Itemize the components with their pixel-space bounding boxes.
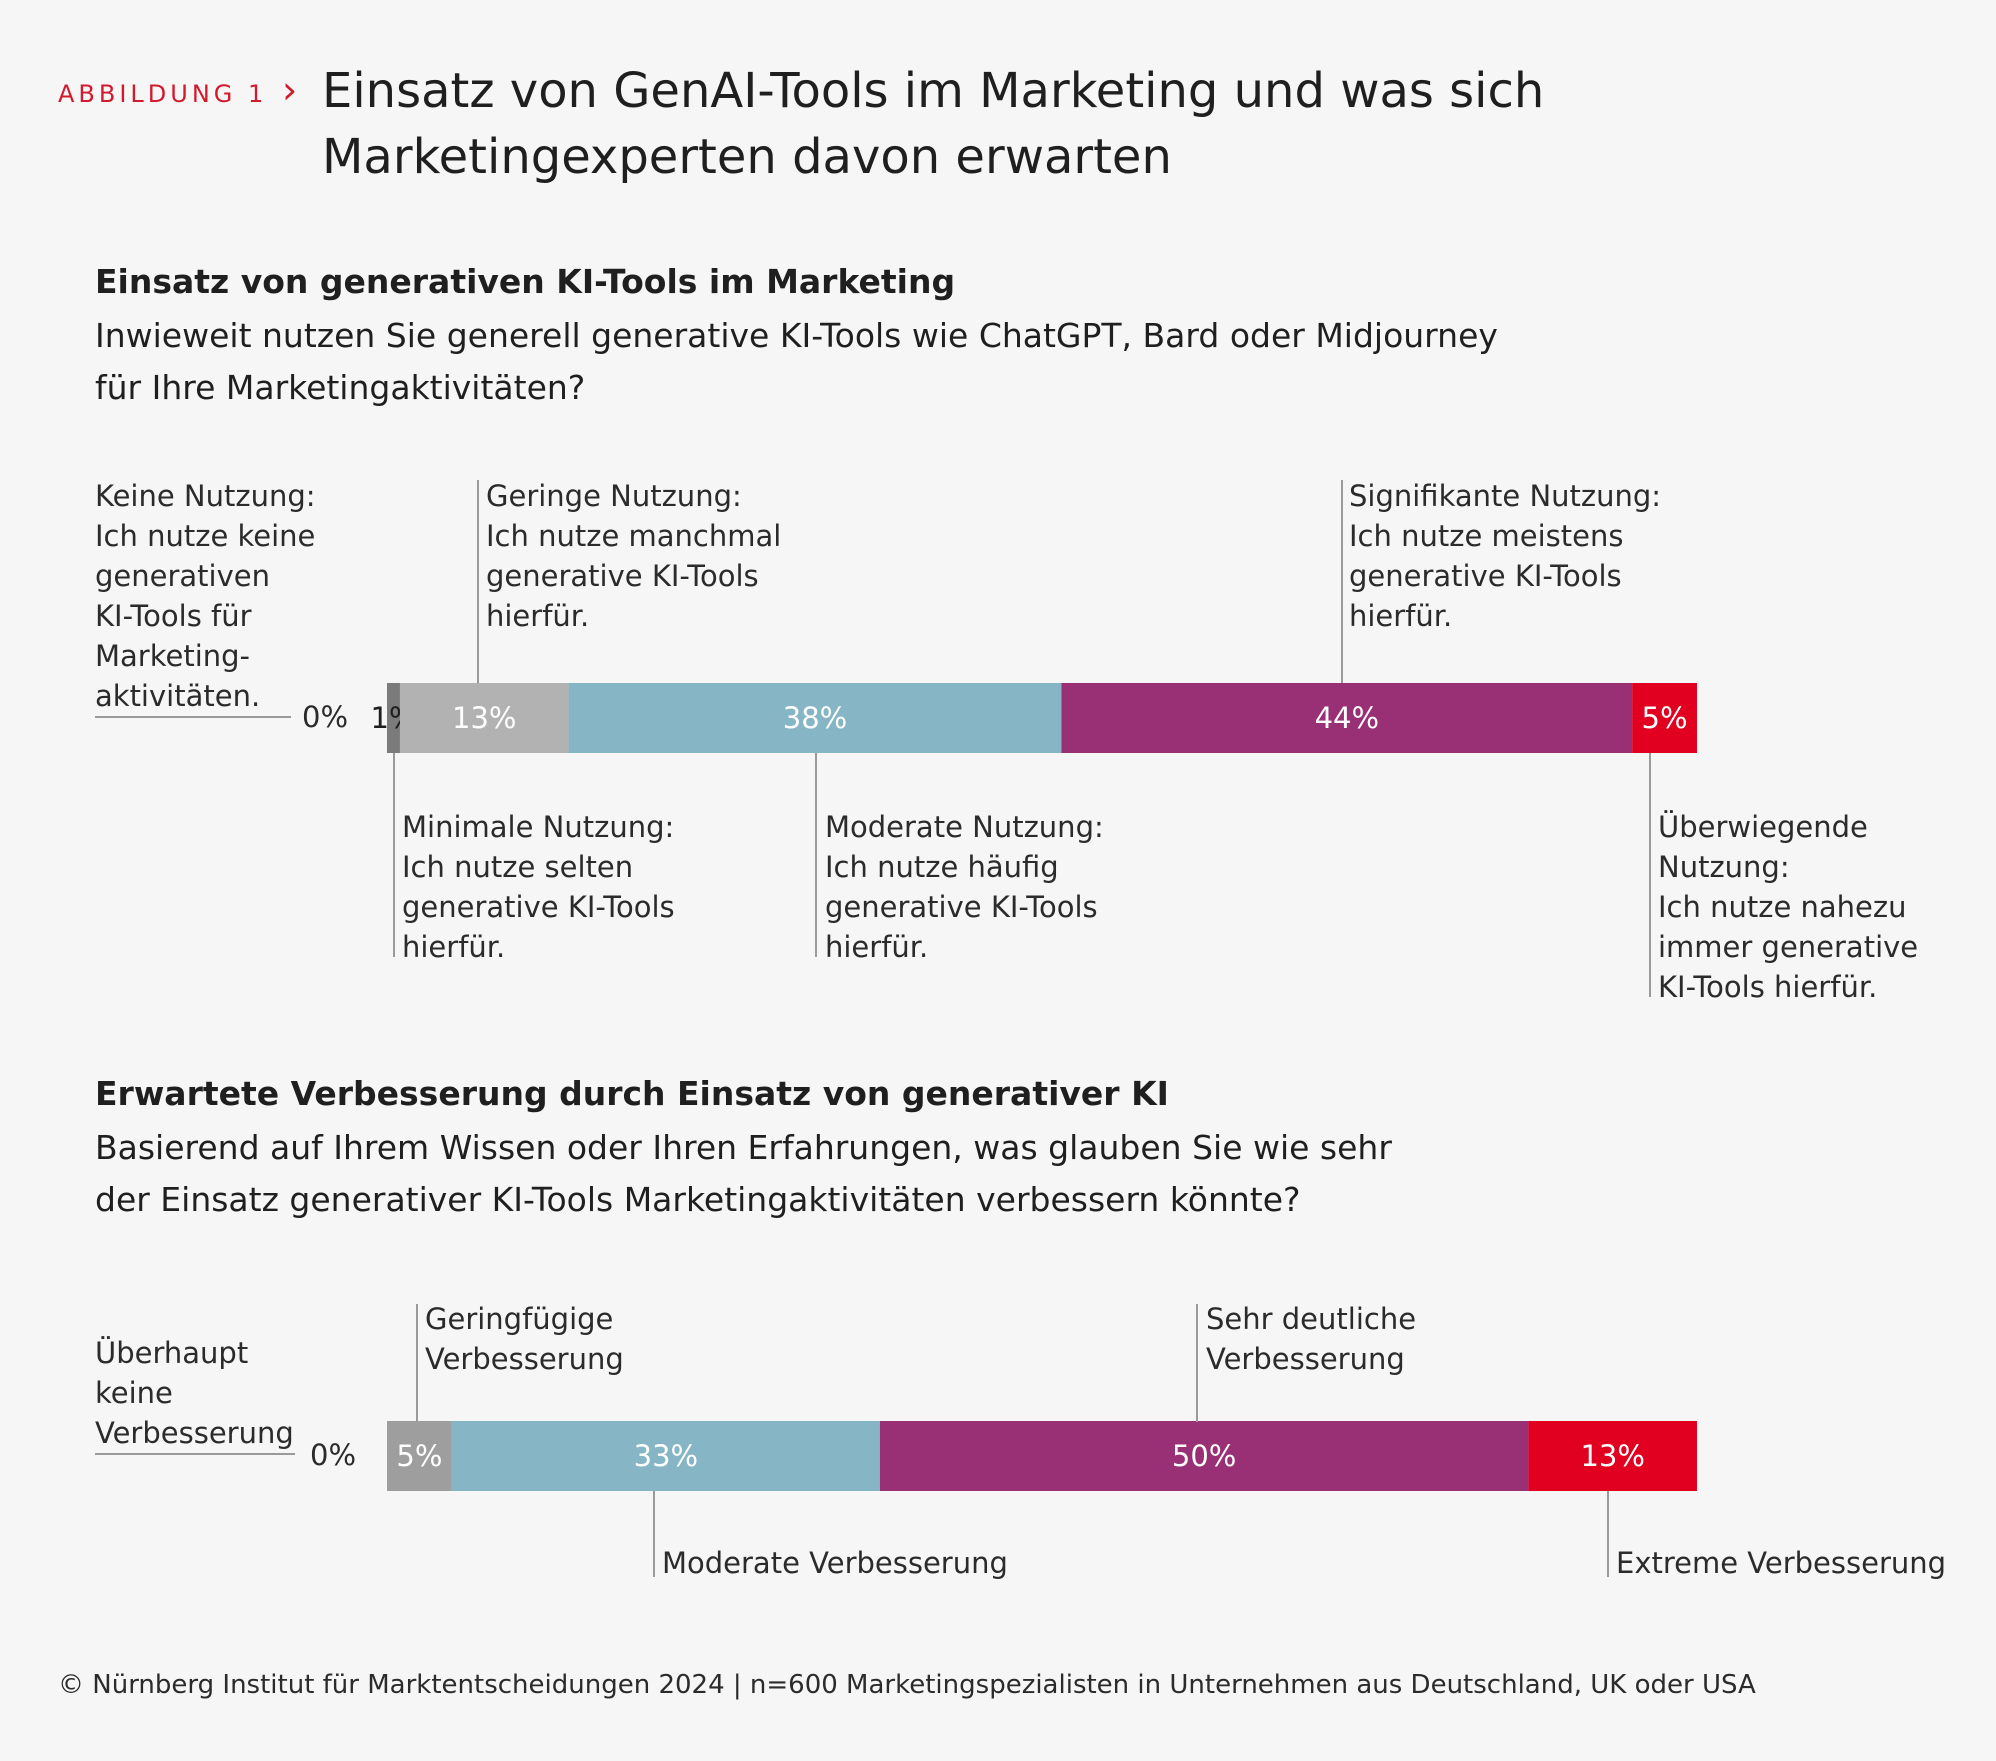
- leader-line: [1196, 1304, 1198, 1422]
- leader-line: [1341, 480, 1343, 684]
- section2-question: Basierend auf Ihrem Wissen oder Ihren Er…: [95, 1128, 1392, 1219]
- section2-title: Erwartete Verbesserung durch Einsatz von…: [95, 1074, 1169, 1113]
- leader-line: [416, 1304, 418, 1422]
- label-minimale-nutzung: Minimale Nutzung: Ich nutze selten gener…: [402, 810, 675, 964]
- section1-question: Inwieweit nutzen Sie generell generative…: [95, 316, 1498, 407]
- zero-label: 0%: [310, 1438, 357, 1472]
- bar-segment: [1528, 1421, 1697, 1491]
- leader-line: [95, 716, 291, 718]
- leader-line: [1649, 753, 1651, 997]
- label-deutliche-verbesserung: Sehr deutliche Verbesserung: [1206, 1302, 1417, 1376]
- bar-value-label: 5%: [1642, 701, 1688, 735]
- leader-line: [393, 753, 395, 957]
- label-geringfuegige-verbesserung: Geringfügige Verbesserung: [425, 1302, 624, 1376]
- bar-value-label: 13%: [452, 701, 516, 735]
- label-keine-nutzung: Keine Nutzung: Ich nutze keine generativ…: [95, 479, 316, 713]
- bar-segment: [1061, 683, 1633, 753]
- label-moderate-nutzung: Moderate Nutzung: Ich nutze häufig gener…: [825, 810, 1104, 964]
- zero-label: 0%: [302, 700, 349, 734]
- section1-title: Einsatz von generativen KI-Tools im Mark…: [95, 262, 956, 301]
- bar-value-label: 33%: [634, 1439, 698, 1473]
- bar-value-label: 44%: [1315, 701, 1379, 735]
- label-moderate-verbesserung: Moderate Verbesserung: [662, 1546, 1008, 1580]
- label-extreme-verbesserung: Extreme Verbesserung: [1616, 1546, 1947, 1580]
- bar-value-label: 38%: [783, 701, 847, 735]
- chevron-right-icon: ›: [282, 68, 298, 112]
- bar-value-label: 50%: [1172, 1439, 1236, 1473]
- bar-segment: [451, 1421, 880, 1491]
- leader-line: [653, 1491, 655, 1577]
- leader-line: [815, 753, 817, 957]
- bar-segment: [387, 683, 400, 753]
- leader-line: [477, 480, 479, 684]
- figure-tag: ABBILDUNG 1: [58, 80, 268, 108]
- leader-line: [1607, 1491, 1609, 1577]
- bar-segment: [568, 683, 1062, 753]
- bar-segment: [387, 1421, 452, 1491]
- bar-value-label: 13%: [1580, 1439, 1644, 1473]
- label-signifikante-nutzung: Signifikante Nutzung: Ich nutze meistens…: [1349, 479, 1662, 633]
- bar-segment: [879, 1421, 1529, 1491]
- figure-title: Einsatz von GenAI-Tools im Marketing und…: [322, 63, 1545, 185]
- bar-segment: [399, 683, 569, 753]
- source-footer: © Nürnberg Institut für Marktentscheidun…: [58, 1670, 1756, 1700]
- label-keine-verbesserung: Überhaupt keine Verbesserung: [95, 1336, 294, 1450]
- bar-segment: [1632, 683, 1697, 753]
- leader-line: [95, 1453, 295, 1455]
- label-ueberwiegende-nutzung: Überwiegende Nutzung: Ich nutze nahezu i…: [1658, 810, 1919, 1004]
- bar-value-label: 5%: [396, 1439, 442, 1473]
- label-geringe-nutzung: Geringe Nutzung: Ich nutze manchmal gene…: [486, 479, 782, 633]
